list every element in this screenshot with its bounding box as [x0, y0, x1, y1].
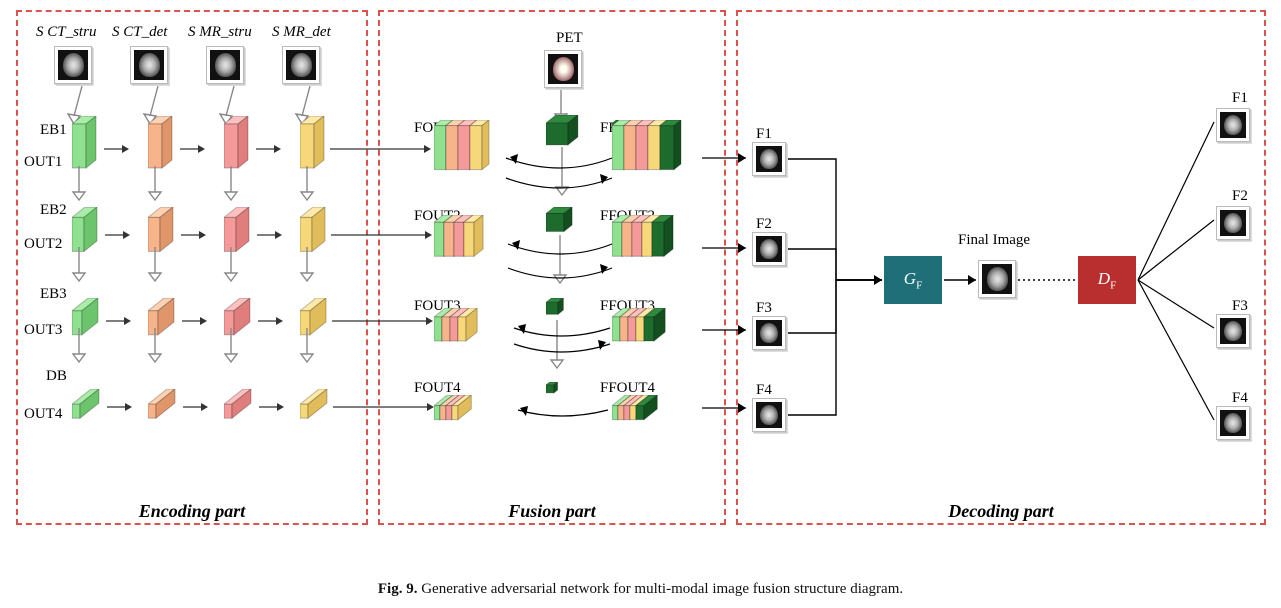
- ffout-2: [612, 308, 669, 346]
- input-label-2: S MR_stru: [188, 24, 252, 41]
- fo-thumb-0: [1216, 108, 1250, 142]
- ffout-0: [612, 120, 685, 174]
- diagram-root: Encoding part Fusion part Decoding part …: [16, 10, 1266, 530]
- figure-caption: Fig. 9. Generative adversarial network f…: [0, 581, 1281, 598]
- row-label-3: OUT2: [24, 236, 62, 253]
- gf-label: GF: [904, 269, 922, 291]
- row-label-6: DB: [46, 368, 67, 385]
- row-label-7: OUT4: [24, 406, 62, 423]
- enc-slab-r0-c2: [224, 116, 250, 170]
- row-label-5: OUT3: [24, 322, 62, 339]
- input-thumb-0: [54, 46, 92, 84]
- final-image-label: Final Image: [958, 232, 1030, 249]
- ffout-1: [612, 215, 677, 261]
- final-image: [978, 260, 1016, 298]
- enc-slab-r0-c0: [72, 116, 98, 170]
- panel-label-fusion: Fusion part: [508, 501, 596, 522]
- input-label-0: S CT_stru: [36, 24, 96, 41]
- input-thumb-1: [130, 46, 168, 84]
- f-label-2: F3: [756, 300, 772, 317]
- pet-cube-1: [546, 207, 574, 233]
- row-label-1: OUT1: [24, 154, 62, 171]
- fo-thumb-2: [1216, 314, 1250, 348]
- fo-thumb-1: [1216, 206, 1250, 240]
- fo-thumb-3: [1216, 406, 1250, 440]
- f-thumb-0: [752, 142, 786, 176]
- gf-block: GF: [884, 256, 942, 304]
- pet-cube-3: [546, 382, 560, 395]
- fo-label-0: F1: [1232, 90, 1248, 107]
- pet-thumb: [544, 50, 582, 88]
- input-label-1: S CT_det: [112, 24, 167, 41]
- row-label-2: EB2: [40, 202, 67, 219]
- enc-slab-r3-c2: [224, 389, 253, 420]
- fo-label-3: F4: [1232, 390, 1248, 407]
- pet-label: PET: [556, 30, 583, 47]
- row-label-4: EB3: [40, 286, 67, 303]
- ffout-3: [612, 395, 661, 424]
- enc-slab-r3-c1: [148, 389, 177, 420]
- row-label-0: EB1: [40, 122, 67, 139]
- input-thumb-3: [282, 46, 320, 84]
- fout-0: [434, 120, 493, 174]
- f-thumb-3: [752, 398, 786, 432]
- fout-3: [434, 395, 475, 424]
- enc-slab-r3-c0: [72, 389, 101, 420]
- enc-slab-r0-c1: [148, 116, 174, 170]
- input-label-3: S MR_det: [272, 24, 331, 41]
- f-label-0: F1: [756, 126, 772, 143]
- fo-label-1: F2: [1232, 188, 1248, 205]
- df-block: DF: [1078, 256, 1136, 304]
- pet-cube-0: [546, 115, 580, 147]
- pet-cube-2: [546, 298, 565, 316]
- f-thumb-1: [752, 232, 786, 266]
- fo-label-2: F3: [1232, 298, 1248, 315]
- enc-slab-r3-c3: [300, 389, 329, 420]
- f-thumb-2: [752, 316, 786, 350]
- fout-2: [434, 308, 481, 346]
- f-label-1: F2: [756, 216, 772, 233]
- f-label-3: F4: [756, 382, 772, 399]
- enc-slab-r0-c3: [300, 116, 326, 170]
- df-label: DF: [1098, 269, 1116, 291]
- panel-label-encoding: Encoding part: [139, 501, 246, 522]
- fout-1: [434, 215, 487, 261]
- panel-label-decoding: Decoding part: [948, 501, 1054, 522]
- input-thumb-2: [206, 46, 244, 84]
